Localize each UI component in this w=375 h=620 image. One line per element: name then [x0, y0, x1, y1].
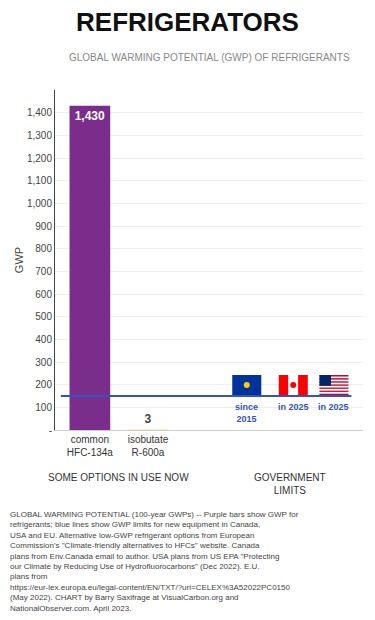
svg-text:GWP: GWP — [13, 247, 25, 273]
svg-text:in 2025: in 2025 — [278, 402, 309, 412]
svg-text:800: 800 — [35, 243, 52, 254]
svg-text:GLOBAL WARMING POTENTIAL (100-: GLOBAL WARMING POTENTIAL (100-year GWPs)… — [10, 510, 299, 613]
svg-text:500: 500 — [35, 311, 52, 322]
svg-text:since2015: since2015 — [235, 402, 258, 424]
svg-text:600: 600 — [35, 289, 52, 300]
svg-text:1,000: 1,000 — [27, 198, 52, 209]
svg-text:200: 200 — [35, 379, 52, 390]
svg-text:-: - — [49, 425, 52, 436]
svg-text:100: 100 — [35, 402, 52, 413]
svg-text:REFRIGERATORS: REFRIGERATORS — [76, 7, 299, 37]
svg-text:900: 900 — [35, 221, 52, 232]
svg-text:3: 3 — [144, 412, 151, 426]
svg-text:700: 700 — [35, 266, 52, 277]
svg-text:300: 300 — [35, 357, 52, 368]
svg-text:400: 400 — [35, 334, 52, 345]
svg-text:GLOBAL WARMING POTENTIAL (GWP): GLOBAL WARMING POTENTIAL (GWP) OF REFRIG… — [69, 52, 350, 63]
svg-text:1,100: 1,100 — [27, 175, 52, 186]
svg-text:GOVERNMENTLIMITS: GOVERNMENTLIMITS — [254, 472, 326, 496]
svg-text:SOME OPTIONS IN USE NOW: SOME OPTIONS IN USE NOW — [48, 472, 189, 483]
svg-text:isobutateR-600a: isobutateR-600a — [128, 434, 169, 458]
svg-text:1,300: 1,300 — [27, 130, 52, 141]
svg-text:1,400: 1,400 — [27, 107, 52, 118]
svg-text:commonHFC-134a: commonHFC-134a — [67, 434, 114, 458]
svg-text:in 2025: in 2025 — [318, 402, 349, 412]
svg-text:1,430: 1,430 — [75, 109, 105, 123]
svg-text:1,200: 1,200 — [27, 153, 52, 164]
